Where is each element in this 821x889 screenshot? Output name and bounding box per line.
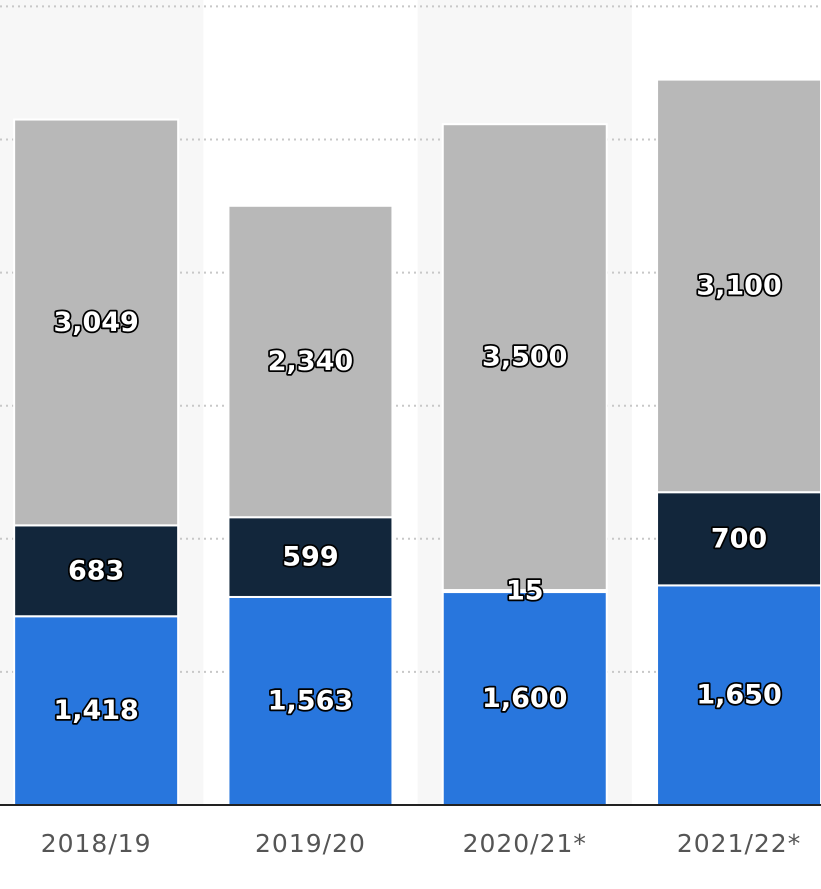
bar-stacks <box>13 78 821 807</box>
bar-segment <box>227 204 394 519</box>
x-tick-label: 2018/19 <box>41 829 152 858</box>
value-label: 1,418 <box>53 695 138 726</box>
x-tick-label: 2019/20 <box>255 829 366 858</box>
bar-segment <box>656 78 821 494</box>
bar-segment <box>227 516 394 598</box>
value-label: 2,340 <box>268 346 353 377</box>
value-label: 1,600 <box>482 683 567 714</box>
value-label: 3,500 <box>482 342 567 373</box>
bar-segment <box>227 595 394 807</box>
value-label: 599 <box>282 542 338 573</box>
bar-segment <box>13 118 180 527</box>
value-label: 683 <box>68 555 124 586</box>
bar-segment <box>441 591 608 806</box>
value-label: 3,049 <box>53 307 138 338</box>
value-label: 1,563 <box>268 685 353 716</box>
value-labels: 1,418 683 3,049 1,563 599 2,340 1,600 15 3,500 1,… <box>52 269 784 728</box>
value-label: 700 <box>711 523 767 554</box>
value-label: 1,650 <box>696 680 781 711</box>
value-label: 15 <box>506 576 544 607</box>
bar-segment <box>656 584 821 807</box>
value-label: 3,100 <box>696 270 781 301</box>
x-tick-label: 2021/22* <box>677 829 801 858</box>
x-axis-tick-labels: 2018/19 2019/20 2020/21* 2021/22* <box>41 829 801 858</box>
bar-segment <box>441 123 608 592</box>
x-tick-label: 2020/21* <box>463 829 587 858</box>
